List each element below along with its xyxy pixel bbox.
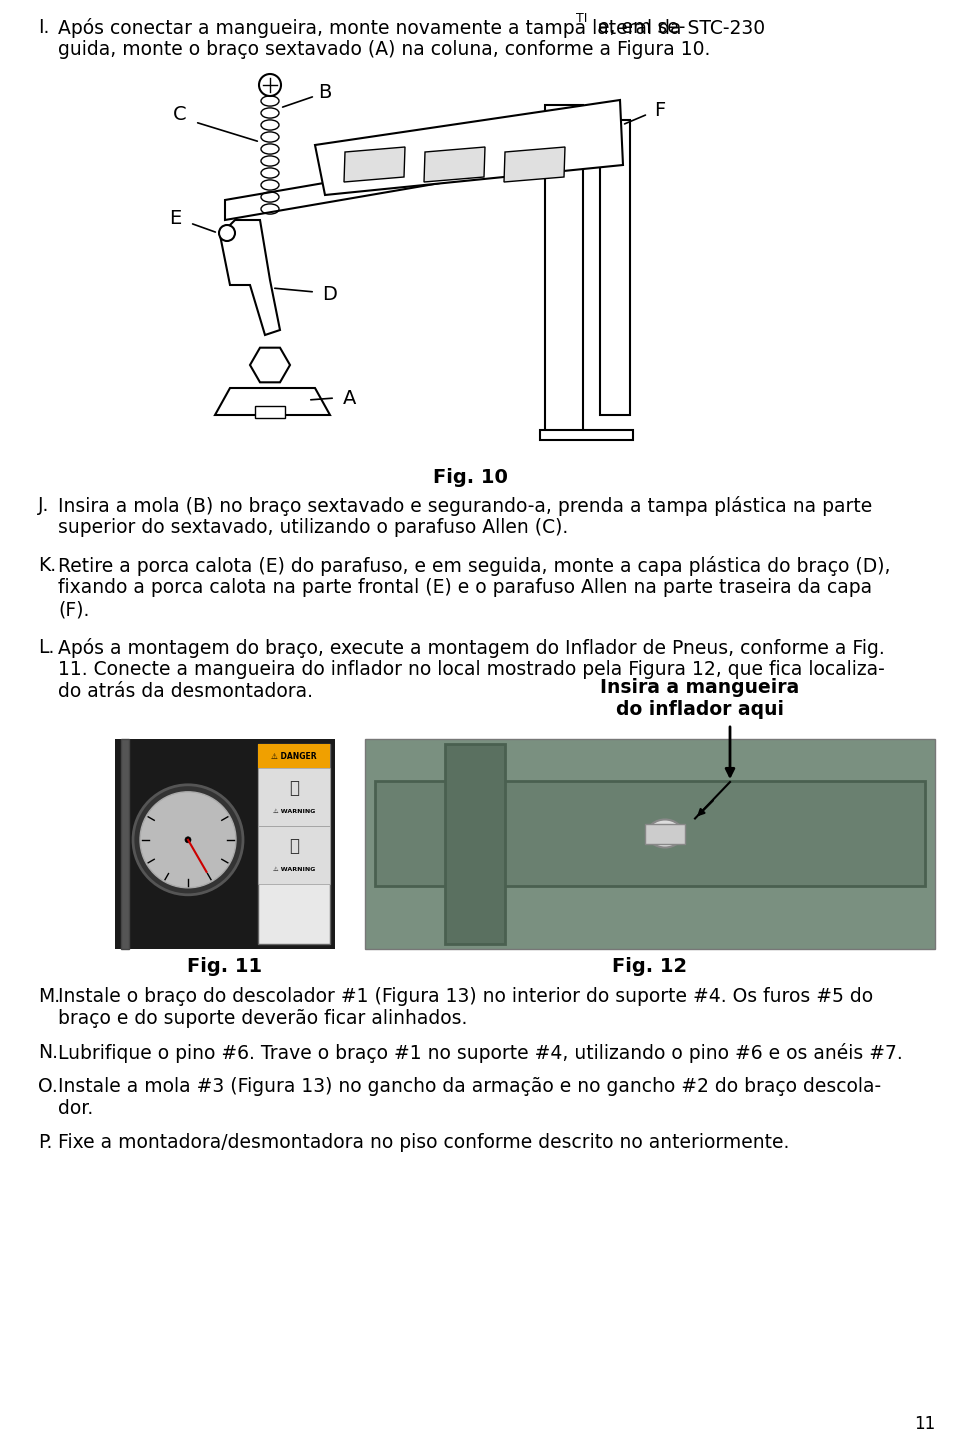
Text: O.: O.	[38, 1077, 58, 1096]
Polygon shape	[315, 100, 623, 194]
Text: 11: 11	[914, 1415, 935, 1434]
FancyBboxPatch shape	[258, 744, 330, 945]
Text: Após a montagem do braço, execute a montagem do Inflador de Pneus, conforme a Fi: Após a montagem do braço, execute a mont…	[58, 638, 885, 657]
Text: fixando a porca calota na parte frontal (E) e o parafuso Allen na parte traseira: fixando a porca calota na parte frontal …	[58, 577, 872, 596]
Text: ⚠ WARNING: ⚠ WARNING	[273, 868, 315, 872]
Text: 🚷: 🚷	[289, 779, 299, 797]
FancyBboxPatch shape	[258, 826, 330, 884]
Text: superior do sextavado, utilizando o parafuso Allen (C).: superior do sextavado, utilizando o para…	[58, 518, 568, 537]
Text: Instale a mola #3 (Figura 13) no gancho da armação e no gancho #2 do braço desco: Instale a mola #3 (Figura 13) no gancho …	[58, 1077, 881, 1096]
Text: Insira a mola (B) no braço sextavado e segurando-a, prenda a tampa plástica na p: Insira a mola (B) no braço sextavado e s…	[58, 496, 873, 517]
Polygon shape	[225, 145, 545, 221]
Text: ⚠ DANGER: ⚠ DANGER	[271, 752, 317, 760]
Text: TI: TI	[576, 12, 588, 25]
Text: Fig. 10: Fig. 10	[433, 469, 508, 488]
FancyBboxPatch shape	[445, 744, 505, 945]
Text: Fixe a montadora/desmontadora no piso conforme descrito no anteriormente.: Fixe a montadora/desmontadora no piso co…	[58, 1133, 789, 1152]
Text: do atrás da desmontadora.: do atrás da desmontadora.	[58, 682, 313, 701]
Text: Insira a mangueira: Insira a mangueira	[600, 678, 800, 696]
FancyBboxPatch shape	[600, 120, 630, 415]
Text: Fig. 12: Fig. 12	[612, 958, 687, 977]
Polygon shape	[344, 147, 405, 181]
Polygon shape	[424, 147, 485, 181]
Text: I.: I.	[38, 17, 49, 36]
Text: Fig. 11: Fig. 11	[187, 958, 263, 977]
FancyBboxPatch shape	[258, 768, 330, 826]
Text: do inflador aqui: do inflador aqui	[616, 699, 784, 720]
Text: Retire a porca calota (E) do parafuso, e em seguida, monte a capa plástica do br: Retire a porca calota (E) do parafuso, e…	[58, 556, 891, 576]
FancyBboxPatch shape	[115, 739, 335, 949]
Text: F: F	[655, 100, 665, 119]
Text: J.: J.	[38, 496, 49, 515]
Text: K.: K.	[38, 556, 56, 575]
FancyBboxPatch shape	[255, 406, 285, 418]
Text: braço e do suporte deverão ficar alinhados.: braço e do suporte deverão ficar alinhad…	[58, 1008, 468, 1027]
FancyBboxPatch shape	[365, 739, 935, 949]
Circle shape	[219, 225, 235, 241]
Text: B: B	[319, 83, 332, 102]
Polygon shape	[504, 147, 565, 181]
Text: P.: P.	[38, 1133, 53, 1152]
Text: D: D	[323, 286, 337, 305]
Text: Instale o braço do descolador #1 (Figura 13) no interior do suporte #4. Os furos: Instale o braço do descolador #1 (Figura…	[58, 987, 874, 1006]
Circle shape	[133, 785, 243, 895]
Text: 🚷: 🚷	[289, 837, 299, 855]
FancyBboxPatch shape	[121, 739, 129, 949]
Text: E: E	[169, 209, 181, 228]
Text: dor.: dor.	[58, 1098, 93, 1119]
Text: 11. Conecte a mangueira do inflador no local mostrado pela Figura 12, que fica l: 11. Conecte a mangueira do inflador no l…	[58, 660, 885, 679]
Text: L.: L.	[38, 638, 55, 657]
Polygon shape	[215, 387, 330, 415]
FancyBboxPatch shape	[545, 104, 583, 435]
Circle shape	[259, 74, 281, 96]
Ellipse shape	[647, 820, 683, 847]
Polygon shape	[250, 348, 290, 382]
Text: N.: N.	[38, 1043, 58, 1062]
Text: ⚠ WARNING: ⚠ WARNING	[273, 810, 315, 814]
Text: Lubrifique o pino #6. Trave o braço #1 no suporte #4, utilizando o pino #6 e os : Lubrifique o pino #6. Trave o braço #1 n…	[58, 1043, 902, 1064]
Circle shape	[140, 792, 236, 888]
FancyBboxPatch shape	[375, 781, 925, 887]
Text: e, em se-: e, em se-	[592, 17, 685, 36]
Text: A: A	[344, 389, 357, 408]
FancyBboxPatch shape	[645, 824, 685, 843]
FancyBboxPatch shape	[540, 429, 633, 440]
Circle shape	[185, 837, 191, 843]
Polygon shape	[220, 221, 280, 335]
Text: Após conectar a mangueira, monte novamente a tampa lateral da STC-230: Após conectar a mangueira, monte novamen…	[58, 17, 765, 38]
FancyBboxPatch shape	[258, 744, 330, 768]
Text: guida, monte o braço sextavado (A) na coluna, conforme a Figura 10.: guida, monte o braço sextavado (A) na co…	[58, 41, 710, 59]
Text: M.: M.	[38, 987, 60, 1006]
Text: C: C	[173, 106, 187, 125]
Text: (F).: (F).	[58, 601, 89, 620]
